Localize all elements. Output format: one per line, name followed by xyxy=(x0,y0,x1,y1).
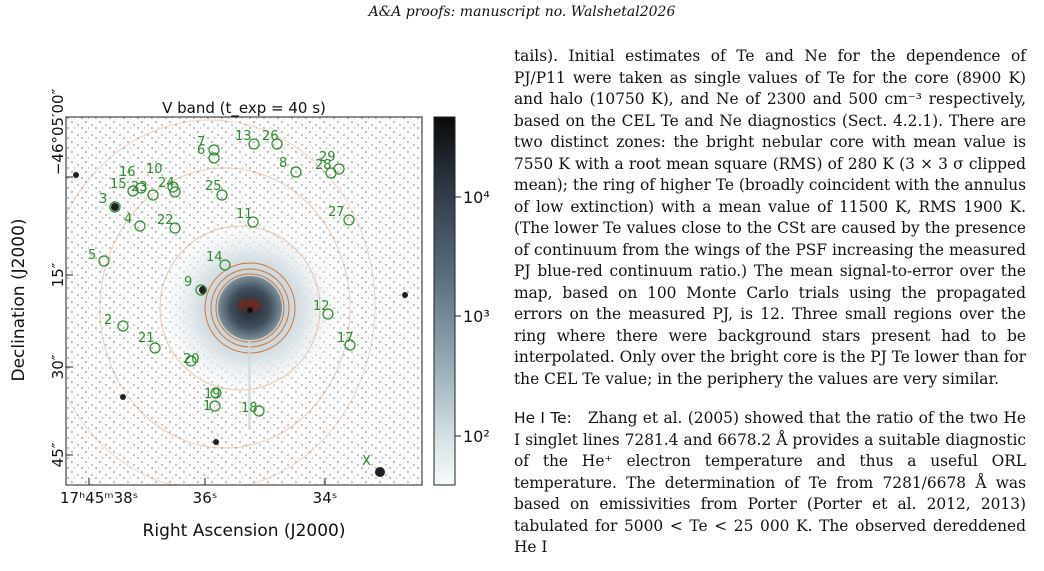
region-marker-circle xyxy=(290,166,302,178)
region-marker-circle xyxy=(169,186,181,198)
region-marker-circle xyxy=(210,387,222,399)
region-marker-circle xyxy=(109,201,121,213)
region-marker-circle xyxy=(195,284,207,296)
region-marker-circle xyxy=(208,144,220,156)
region-marker-label: 26 xyxy=(262,129,279,144)
region-marker-circle xyxy=(185,355,197,367)
region-marker-circle xyxy=(344,339,356,351)
y-axis-label: Declination (J2000) xyxy=(9,218,29,381)
region-marker-circle xyxy=(117,320,129,332)
x-axis-label: Right Ascension (J2000) xyxy=(143,521,346,541)
region-marker-label: 7 xyxy=(197,135,205,150)
image-frame xyxy=(65,116,423,486)
region-marker-label: 14 xyxy=(206,250,223,265)
colorbar-tick-label: 10⁴ xyxy=(463,188,490,207)
region-marker-label: 3 xyxy=(99,192,107,207)
region-marker-circle xyxy=(169,222,181,234)
region-marker-label: 10 xyxy=(146,162,163,177)
region-marker-label: 16 xyxy=(119,165,136,180)
region-marker-circle xyxy=(247,216,259,228)
region-marker-label: 28 xyxy=(315,158,332,173)
region-marker-label: 11 xyxy=(236,207,253,222)
x-tick-label: 17ʰ45ᵐ38ˢ xyxy=(60,489,138,507)
y-tick-label: 30″ xyxy=(49,354,67,379)
region-marker-circle xyxy=(271,138,283,150)
region-marker-label: 9 xyxy=(184,275,192,290)
region-marker-label: 23 xyxy=(131,180,148,195)
region-marker-circle xyxy=(134,220,146,232)
x-tick-label: 34ˢ xyxy=(313,489,338,507)
region-marker-circle xyxy=(248,138,260,150)
region-marker-label: 25 xyxy=(205,179,222,194)
region-marker-label: 17 xyxy=(337,331,354,346)
region-marker-label: 4 xyxy=(124,212,132,227)
region-marker-label: 27 xyxy=(328,205,345,220)
region-marker-circle xyxy=(135,182,147,194)
region-marker-circle xyxy=(253,405,265,417)
region-marker-label: 22 xyxy=(157,213,174,228)
region-marker-label: 6 xyxy=(197,143,205,158)
region-marker-circle xyxy=(209,400,221,412)
region-marker-label: 18 xyxy=(241,401,258,416)
region-marker-circle xyxy=(98,255,110,267)
y-tick-label: 15″ xyxy=(49,262,67,287)
region-marker-label: X xyxy=(362,454,371,469)
colorbar-tick-label: 10³ xyxy=(463,307,490,326)
region-marker-circle xyxy=(343,214,355,226)
region-marker-label: 12 xyxy=(313,299,330,314)
region-marker-label: 5 xyxy=(88,248,96,263)
region-marker-label: 15 xyxy=(110,177,127,192)
region-marker-label: 1 xyxy=(203,399,211,414)
region-marker-circle xyxy=(127,185,139,197)
region-marker-circle xyxy=(333,163,345,175)
region-marker-label: 21 xyxy=(138,331,155,346)
x-tick-label: 36ˢ xyxy=(193,489,218,507)
y-tick-label: 45″ xyxy=(49,442,67,467)
region-marker-circle xyxy=(219,259,231,271)
band-label: V band (t_exp = 40 s) xyxy=(162,99,326,118)
body-text: tails). Initial estimates of Te and Ne f… xyxy=(514,46,1026,559)
image-area xyxy=(66,117,422,485)
running-head: A&A proofs: manuscript no. Walshetal2026 xyxy=(368,4,676,20)
region-marker-label: 13 xyxy=(235,129,252,144)
region-marker-label: 24 xyxy=(158,176,175,191)
region-marker-label: 29 xyxy=(319,150,336,165)
region-marker-circle xyxy=(147,189,159,201)
region-marker-circle xyxy=(322,308,334,320)
paragraph-pj-te: tails). Initial estimates of Te and Ne f… xyxy=(514,47,1026,388)
figure-vband-image: V band (t_exp = 40 s) xyxy=(9,88,490,541)
y-tick-label: −46°05′00″ xyxy=(49,88,67,175)
region-marker-circle xyxy=(149,342,161,354)
colorbar xyxy=(433,116,456,486)
paragraph-hei-te: He I Te: Zhang et al. (2005) showed that… xyxy=(514,408,1026,559)
region-marker-label: 20 xyxy=(183,352,200,367)
colorbar-tick-label: 10² xyxy=(463,427,490,446)
region-marker-label: 2 xyxy=(104,313,112,328)
region-marker-circle xyxy=(216,189,228,201)
region-marker-circle xyxy=(167,181,179,193)
region-marker-label: 8 xyxy=(279,156,287,171)
paragraph-hei-te-text: Zhang et al. (2005) showed that the rati… xyxy=(514,409,1027,556)
section-heading-hei-te: He I Te: xyxy=(514,409,572,427)
region-marker-label: 19 xyxy=(204,387,221,402)
region-marker-circle xyxy=(208,152,220,164)
